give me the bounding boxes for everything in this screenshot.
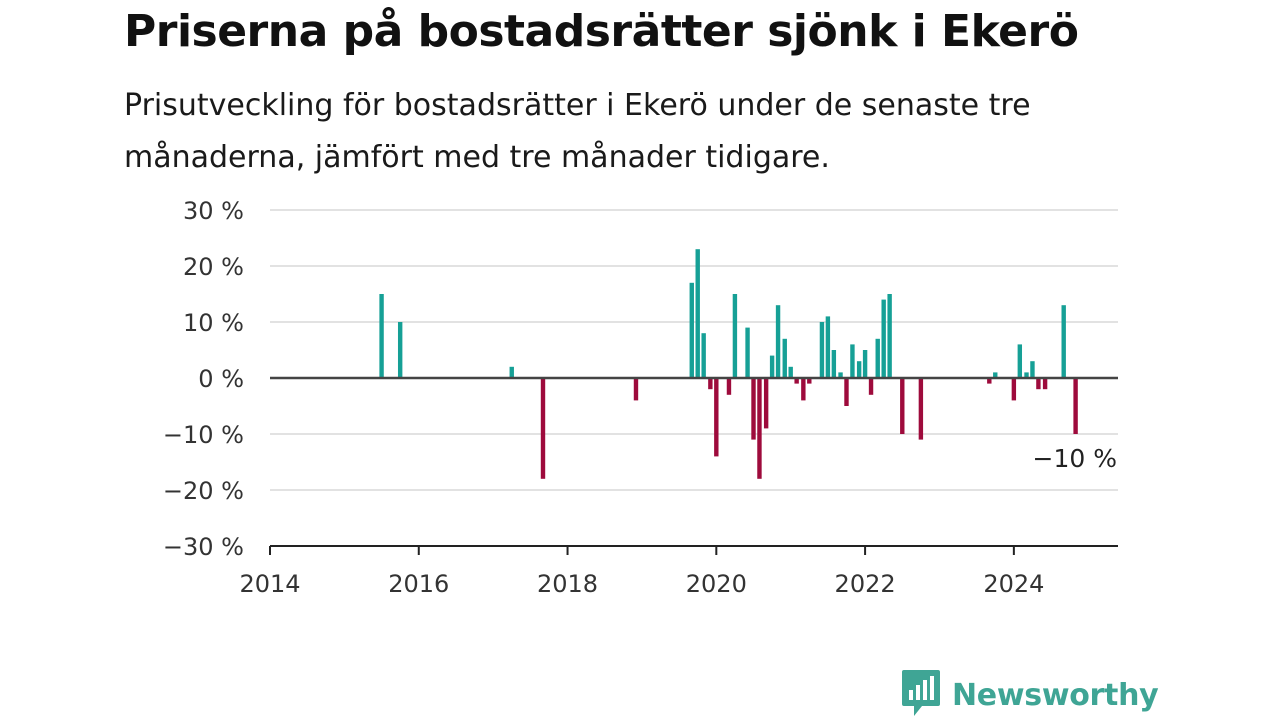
x-tick-label: 2020 <box>686 570 747 598</box>
bar <box>862 350 868 378</box>
brand-name: Newsworthy <box>952 677 1159 713</box>
chart-title: Priserna på bostadsrätter sjönk i Ekerö <box>124 6 1079 57</box>
bar <box>726 378 732 395</box>
y-tick-label: 10 % <box>183 309 244 337</box>
bar <box>918 378 924 440</box>
x-tick-label: 2018 <box>537 570 598 598</box>
y-tick-label: −30 % <box>163 533 244 561</box>
bar <box>769 355 775 378</box>
bar <box>1061 305 1066 378</box>
bar <box>825 316 831 378</box>
bar <box>887 294 892 378</box>
bar <box>689 282 694 378</box>
bar <box>831 350 837 378</box>
y-tick-label: 0 % <box>198 365 244 393</box>
x-tick-label: 2024 <box>983 570 1044 598</box>
x-axis <box>270 376 1118 547</box>
bar <box>509 366 514 378</box>
bar <box>794 378 799 384</box>
bar <box>819 322 825 378</box>
bar <box>1042 378 1048 390</box>
x-tick-label: 2022 <box>835 570 896 598</box>
value-label: −10 % <box>1033 444 1117 473</box>
x-tick-label: 2014 <box>239 570 300 598</box>
bar <box>850 344 855 378</box>
x-tick-label: 2016 <box>388 570 449 598</box>
bar <box>987 378 992 384</box>
bar <box>751 378 756 440</box>
newsworthy-brand: Newsworthy <box>900 668 1159 722</box>
bar <box>1011 378 1017 401</box>
bar <box>807 378 812 384</box>
bar <box>788 366 793 378</box>
bar <box>1036 378 1041 390</box>
newsworthy-logo-icon <box>900 668 942 722</box>
bar <box>397 322 403 378</box>
bar <box>856 361 862 378</box>
y-tick-label: 20 % <box>183 253 244 281</box>
bar <box>900 378 905 434</box>
gridlines <box>270 209 1118 491</box>
bar <box>701 333 706 378</box>
y-tick-label: 30 % <box>183 197 244 225</box>
bar <box>838 372 843 378</box>
bar <box>1017 344 1023 378</box>
bar <box>732 294 738 378</box>
bar <box>801 378 806 401</box>
bar <box>695 249 700 378</box>
bar <box>1030 361 1035 378</box>
y-axis-ticks: 30 % 20 % 10 % 0 % −10 % −20 % −30 % <box>163 197 244 561</box>
bars <box>379 249 1078 479</box>
y-tick-label: −10 % <box>163 421 244 449</box>
bar <box>775 305 781 378</box>
bar <box>875 338 880 378</box>
bar <box>763 378 769 429</box>
bar <box>714 378 719 457</box>
bar <box>757 378 762 479</box>
bar <box>1073 378 1078 434</box>
bar <box>745 327 750 378</box>
bar <box>993 372 998 378</box>
bar <box>868 378 874 395</box>
y-tick-label: −20 % <box>163 477 244 505</box>
x-axis-ticks: 2014 2016 2018 2020 2022 2024 <box>239 546 1044 598</box>
bar <box>782 338 787 378</box>
chart-subtitle: Prisutveckling för bostadsrätter i Ekerö… <box>124 88 1031 175</box>
bar <box>540 378 546 479</box>
bar <box>881 299 886 378</box>
bar <box>708 378 713 390</box>
bar <box>379 294 384 378</box>
bar <box>844 378 849 406</box>
annotations: −10 % <box>1033 444 1117 473</box>
bar <box>1024 372 1029 378</box>
bar <box>633 378 639 401</box>
